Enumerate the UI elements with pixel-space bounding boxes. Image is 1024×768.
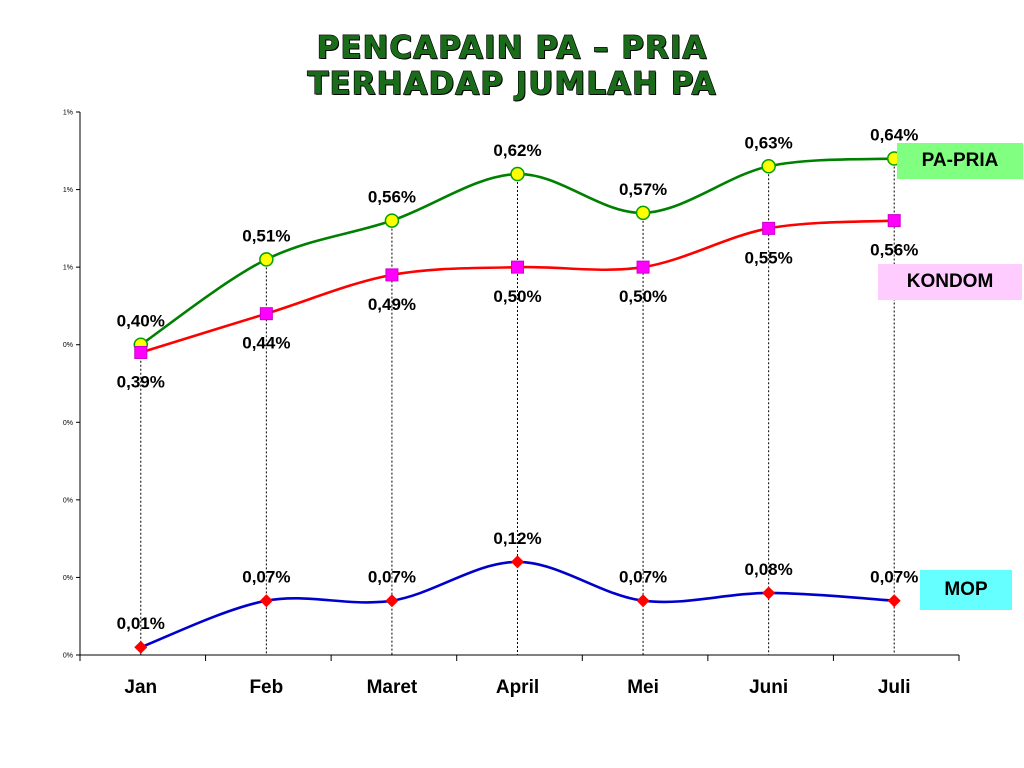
y-tick-label: 0%	[63, 342, 73, 349]
y-tick-label: 1%	[63, 265, 73, 272]
marker-mop	[259, 594, 273, 608]
data-label: 0,12%	[493, 529, 541, 548]
x-tick-label: Juni	[749, 677, 788, 698]
data-label: 0,57%	[619, 180, 667, 199]
title-line-1: PENCAPAIN PA – PRIA	[316, 29, 708, 66]
data-label: 0,44%	[242, 334, 290, 353]
legend-pa-pria: PA-PRIA	[897, 143, 1023, 179]
data-label: 0,56%	[368, 188, 416, 207]
marker-pa-pria	[259, 252, 274, 267]
marker-mop	[762, 586, 776, 600]
x-tick-label: April	[496, 677, 539, 698]
y-tick-label: 0%	[63, 497, 73, 504]
marker-mop	[134, 640, 148, 654]
data-label: 0,50%	[493, 287, 541, 306]
chart-title: PENCAPAIN PA – PRIA TERHADAP JUMLAH PA	[0, 29, 1024, 102]
data-label: 0,07%	[242, 568, 290, 587]
data-label: 0,56%	[870, 241, 918, 260]
marker-mop	[636, 594, 650, 608]
legend-kondom: KONDOM	[878, 264, 1022, 300]
data-label: 0,51%	[242, 226, 290, 245]
marker-mop	[385, 594, 399, 608]
marker-pa-pria	[635, 205, 651, 221]
x-tick-label: Maret	[367, 677, 418, 698]
data-label: 0,63%	[745, 133, 793, 152]
marker-pa-pria	[384, 213, 400, 228]
marker-kondom	[887, 214, 901, 228]
marker-kondom	[134, 345, 148, 359]
marker-kondom	[636, 260, 650, 274]
x-tick-label: Mei	[627, 677, 659, 698]
marker-kondom	[259, 307, 273, 321]
x-tick-label: Jan	[124, 677, 157, 698]
marker-kondom	[511, 260, 524, 274]
y-tick-label: 1%	[63, 187, 73, 194]
y-tick-label: 1%	[63, 110, 73, 117]
marker-kondom	[762, 221, 776, 235]
data-label: 0,40%	[117, 312, 165, 331]
data-label: 0,01%	[117, 614, 165, 633]
data-label: 0,07%	[368, 568, 416, 587]
marker-kondom	[385, 268, 399, 282]
marker-pa-pria	[510, 166, 525, 182]
data-label: 0,55%	[745, 248, 793, 267]
marker-pa-pria	[761, 159, 776, 174]
x-tick-label: Juli	[878, 677, 911, 698]
y-tick-label: 0%	[63, 420, 73, 427]
data-label: 0,49%	[368, 295, 416, 314]
data-label: 0,07%	[619, 568, 667, 587]
data-label: 0,64%	[870, 126, 918, 145]
data-label: 0,39%	[117, 372, 165, 391]
data-label: 0,08%	[745, 560, 793, 579]
data-label: 0,07%	[870, 568, 918, 587]
marker-mop	[887, 594, 901, 608]
marker-mop	[511, 555, 524, 569]
data-label: 0,62%	[493, 141, 541, 160]
y-tick-label: 0%	[63, 575, 73, 582]
data-label: 0,50%	[619, 287, 667, 306]
legend-mop: MOP	[920, 570, 1012, 610]
x-tick-label: Feb	[249, 677, 283, 698]
y-tick-label: 0%	[63, 653, 73, 660]
title-line-2: TERHADAP JUMLAH PA	[307, 65, 717, 102]
